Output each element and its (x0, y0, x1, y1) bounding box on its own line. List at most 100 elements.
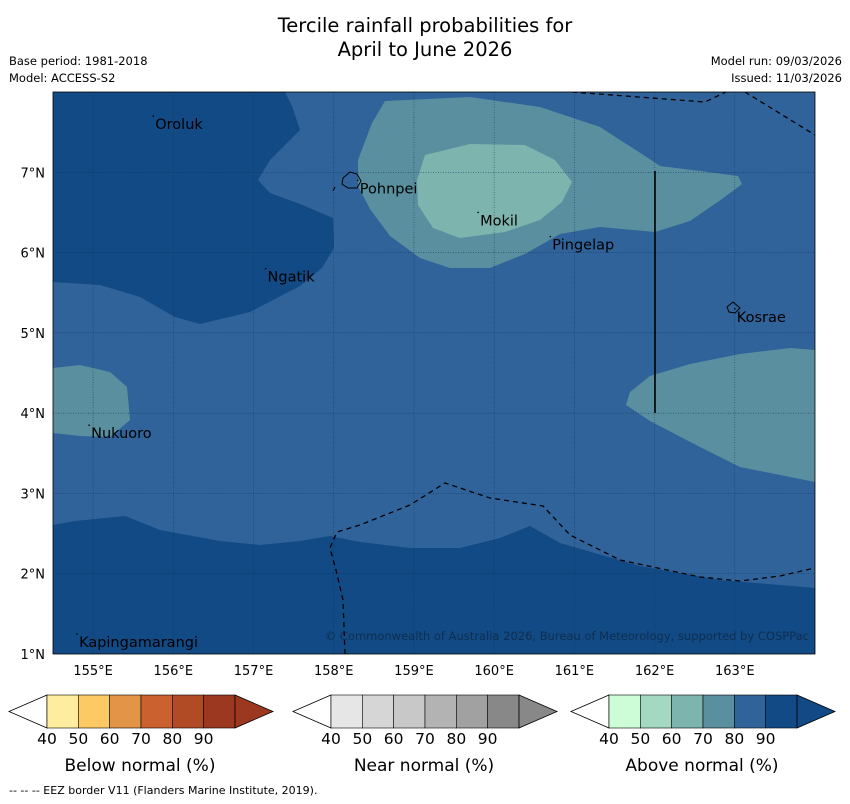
colorbar-swatch (330, 694, 363, 729)
latitude-labels: 7°N 6°N 5°N 4°N 3°N 2°N 1°N (21, 166, 46, 663)
colorbar-tick: 80 (162, 730, 183, 748)
colorbar-swatch (46, 694, 79, 729)
colorbar-tick: 90 (755, 730, 776, 748)
colorbar-tick: 60 (661, 730, 682, 748)
place-marker (264, 267, 267, 270)
colorbar-tick: 50 (630, 730, 651, 748)
colorbar-0 (8, 694, 274, 729)
title-line-2: April to June 2026 (337, 38, 513, 61)
place-label: Nukuoro (91, 426, 152, 442)
colorbar-low-extend (570, 694, 610, 729)
title-line-1: Tercile rainfall probabilities for (277, 14, 573, 37)
lon-label: 157°E (234, 664, 274, 679)
issued-date: Issued: 11/03/2026 (731, 71, 842, 85)
colorbar-swatch (671, 694, 704, 729)
colorbar-swatch (608, 694, 641, 729)
colorbar-tick: 80 (446, 730, 467, 748)
footer-note: -- -- -- EEZ border V11 (Flanders Marine… (9, 784, 318, 797)
colorbar-tick: 60 (383, 730, 404, 748)
lon-label: 160°E (474, 664, 514, 679)
colorbar-swatch (140, 694, 173, 729)
chart-title: Tercile rainfall probabilities for April… (0, 14, 850, 62)
lon-label: 158°E (314, 664, 354, 679)
colorbar-swatch (765, 694, 798, 729)
lat-label: 5°N (21, 327, 46, 342)
colorbar-swatch (203, 694, 236, 729)
colorbar-title: Above normal (%) (625, 756, 779, 776)
base-period: Base period: 1981-2018 (9, 54, 148, 68)
colorbar-swatch (456, 694, 488, 729)
colorbar-swatch (702, 694, 735, 729)
place-marker (549, 235, 552, 238)
colorbar-tick: 70 (693, 730, 713, 748)
copyright-notice: © Commonwealth of Australia 2026, Bureau… (325, 629, 809, 643)
colorbar-high-extend (796, 694, 836, 729)
kosrae-island (726, 301, 741, 314)
colorbar-title: Near normal (%) (353, 756, 495, 776)
colorbar-tick: 40 (599, 730, 619, 748)
model-run: Model run: 09/03/2026 (710, 54, 842, 68)
meta-right: Model run: 09/03/2026 Issued: 11/03/2026 (711, 53, 842, 87)
colorbar-low-extend (8, 694, 48, 729)
place-label: Pohnpei (360, 181, 418, 197)
colorbar-tick: 90 (193, 730, 214, 748)
place-label: Mokil (480, 213, 518, 229)
place-label: Kapingamarangi (79, 635, 198, 651)
colorbar-high-extend (518, 694, 558, 729)
lat-label: 7°N (21, 166, 46, 181)
place-label: Kosrae (737, 310, 786, 326)
colorbar-2 (570, 694, 836, 729)
colorbar-swatch (172, 694, 204, 729)
place-marker (76, 633, 78, 635)
lat-label: 6°N (21, 247, 46, 262)
pohnpei-islet (332, 186, 336, 192)
colorbar-swatch (109, 694, 142, 729)
lat-label: 3°N (21, 487, 46, 502)
colorbar-swatch (640, 694, 672, 729)
colorbar-tick: 50 (352, 730, 373, 748)
colorbar-low-extend (292, 694, 332, 729)
place-label: Pingelap (552, 238, 614, 254)
lon-label: 161°E (555, 664, 595, 679)
colorbar-1 (292, 694, 558, 729)
lat-label: 4°N (21, 407, 46, 422)
zone-60-west (53, 365, 130, 437)
lon-label: 162°E (635, 664, 675, 679)
colorbar-swatch (424, 694, 457, 729)
eez-border-south (329, 482, 815, 654)
colorbar-tick: 70 (131, 730, 151, 748)
map-frame (52, 91, 816, 655)
colorbar-tick: 50 (68, 730, 89, 748)
longitude-labels: 155°E 156°E 157°E 158°E 159°E 160°E 161°E 162°E… (73, 664, 754, 679)
rainfall-map: Oroluk Pohnpei Mokil Pingelap Ngatik Kosrae Nu… (21, 91, 816, 679)
colorbar-tick: 40 (321, 730, 341, 748)
colorbar-swatch (487, 694, 520, 729)
colorbar-tick: 40 (37, 730, 57, 748)
pohnpei-island (341, 171, 362, 189)
colorbar-tick: 80 (724, 730, 745, 748)
zone-50 (417, 144, 572, 238)
meta-left: Base period: 1981-2018 Model: ACCESS-S2 (9, 53, 148, 87)
colorbar-swatch (393, 694, 426, 729)
place-marker (88, 424, 90, 426)
place-labels: Oroluk Pohnpei Mokil Pingelap Ngatik Kosrae Nu… (76, 115, 786, 651)
colorbar-swatch (78, 694, 110, 729)
lon-label: 155°E (73, 664, 113, 679)
place-label: Ngatik (268, 270, 316, 286)
colorbar-swatch (734, 694, 766, 729)
colorbar-tick: 90 (477, 730, 498, 748)
place-label: Oroluk (155, 117, 203, 133)
lat-label: 2°N (21, 568, 46, 583)
colorbar-title: Below normal (%) (64, 756, 216, 776)
place-marker (152, 115, 155, 117)
colorbar-tick: 70 (415, 730, 435, 748)
lon-label: 159°E (394, 664, 434, 679)
place-marker (357, 179, 359, 182)
place-marker (733, 307, 736, 310)
colorbar-swatch (362, 694, 394, 729)
colorbar-high-extend (234, 694, 274, 729)
eez-border-northeast (744, 92, 815, 136)
lat-label: 1°N (21, 648, 46, 663)
model-name: Model: ACCESS-S2 (9, 71, 116, 85)
lon-label: 156°E (154, 664, 194, 679)
